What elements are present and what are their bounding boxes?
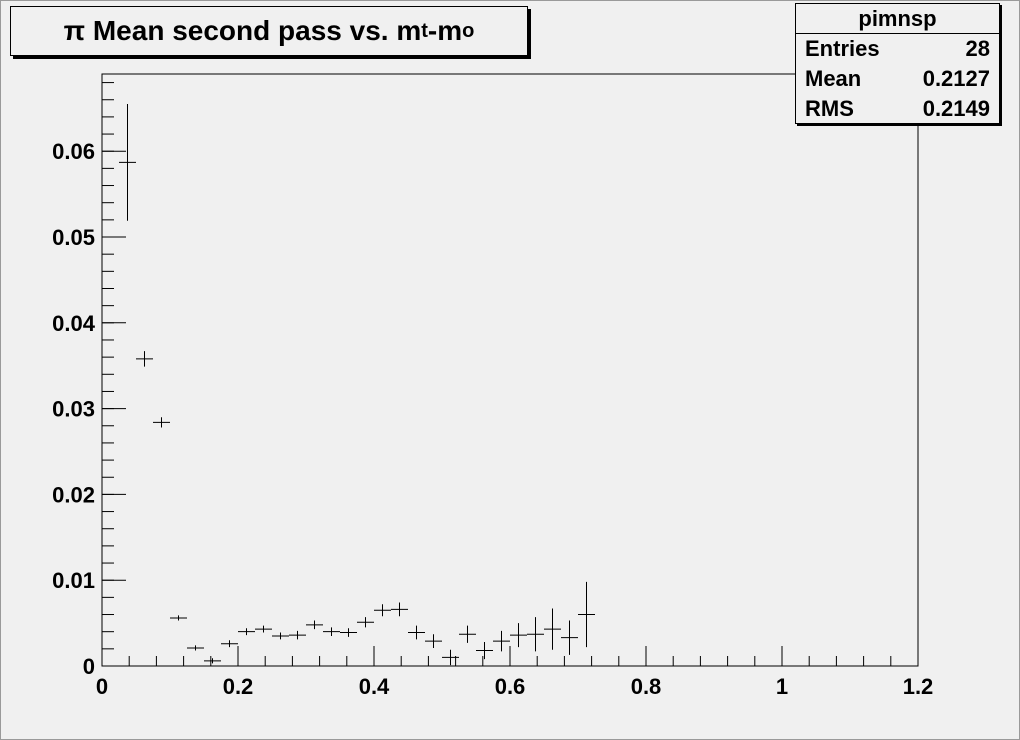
x-tick-label: 1: [776, 674, 788, 699]
data-point: [357, 617, 374, 628]
data-point: [119, 104, 136, 221]
y-tick-label: 0.04: [52, 311, 96, 336]
data-point: [578, 581, 595, 648]
stats-mean-value: 0.2127: [922, 66, 990, 91]
x-tick-label: 0.4: [359, 674, 390, 699]
data-point: [527, 617, 544, 652]
data-point: [153, 417, 170, 428]
data-points: [119, 104, 595, 666]
x-tick-label: 0: [96, 674, 108, 699]
stats-entries-label: Entries: [805, 36, 880, 61]
data-point: [204, 658, 221, 664]
x-tick-label: 0.2: [223, 674, 254, 699]
y-tick-label: 0.06: [52, 139, 95, 164]
stats-box: pimnsp Entries 28 Mean 0.2127 RMS 0.2149: [795, 3, 1000, 124]
plot-frame: [101, 73, 919, 667]
y-tick-label: 0.05: [52, 225, 95, 250]
title-main: π Mean second pass vs. m: [63, 15, 422, 46]
data-point: [238, 628, 255, 636]
data-point: [323, 627, 340, 636]
stats-row-entries: Entries 28: [796, 34, 999, 64]
y-tick-label: 0.02: [52, 482, 95, 507]
data-point: [255, 625, 272, 633]
data-point: [425, 634, 442, 648]
title-mid: -m: [427, 15, 463, 46]
data-point: [408, 625, 425, 640]
data-point: [187, 645, 204, 651]
data-point: [170, 615, 187, 621]
data-point: [289, 630, 306, 640]
x-tick-label: 0.8: [631, 674, 662, 699]
data-point: [510, 623, 527, 648]
data-point: [544, 608, 561, 650]
stats-rms-value: 0.2149: [922, 96, 990, 121]
x-tick-label: 0.6: [495, 674, 526, 699]
stats-name: pimnsp: [796, 4, 999, 34]
data-point: [374, 604, 391, 617]
data-point: [561, 620, 578, 655]
data-point: [476, 641, 493, 660]
data-point: [459, 625, 476, 643]
y-tick-label: 0: [83, 654, 95, 679]
data-point: [340, 628, 357, 637]
title-sub-o: o: [462, 19, 475, 42]
x-major-ticks: [101, 646, 919, 666]
x-tick-labels: 0 0.2 0.4 0.6 0.8 1 1.2: [96, 674, 933, 699]
title-sub-t: t: [421, 19, 428, 42]
x-tick-label: 1.2: [903, 674, 934, 699]
stats-row-rms: RMS 0.2149: [796, 94, 999, 124]
data-point: [136, 351, 153, 367]
stats-rms-label: RMS: [805, 96, 854, 121]
data-point: [221, 640, 238, 648]
stats-mean-label: Mean: [805, 66, 862, 91]
stats-row-mean: Mean 0.2127: [796, 64, 999, 94]
chart-title: π Mean second pass vs. m t -m o: [10, 6, 528, 56]
y-major-ticks: [102, 150, 126, 667]
data-point: [442, 649, 459, 666]
y-tick-label: 0.03: [52, 397, 95, 422]
data-point: [272, 632, 289, 640]
data-point: [391, 602, 408, 617]
y-tick-labels: 0 0.01 0.02 0.03 0.04 0.05 0.06: [52, 139, 96, 679]
stats-entries-value: 28: [965, 36, 990, 61]
data-point: [493, 630, 510, 652]
y-tick-label: 0.01: [52, 568, 95, 593]
data-point: [306, 620, 323, 630]
